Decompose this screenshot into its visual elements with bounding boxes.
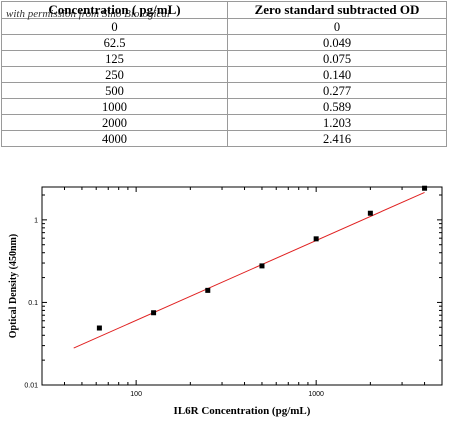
table-row: 1000 0.589 (1, 98, 447, 115)
concentration-header-label: Concentration ( pg/mL) (48, 2, 181, 17)
concentration-cell: 500 (1, 82, 228, 99)
fit-line (73, 191, 425, 349)
data-point (259, 263, 265, 269)
od-cell: 0 (227, 18, 447, 35)
od-cell: 0.277 (227, 82, 447, 99)
x-tick-label: 100 (130, 391, 142, 398)
concentration-cell: 62.5 (1, 34, 228, 51)
fit-layer (73, 191, 425, 349)
y-tick-label: 0.1 (28, 300, 38, 307)
od-cell: 0.075 (227, 50, 447, 67)
data-point (367, 210, 373, 216)
y-axis-label: Optical Density (450nm) (8, 234, 19, 338)
od-cell: 2.416 (227, 130, 447, 147)
standard-curve-table: with permission from Sino Biological Con… (1, 1, 447, 147)
x-axis-label: IL6R Concentration (pg/mL) (174, 405, 311, 417)
concentration-cell: 4000 (1, 130, 228, 147)
data-point (205, 287, 211, 293)
concentration-cell: 0 (1, 18, 228, 35)
od-cell: 0.589 (227, 98, 447, 115)
od-cell: 1.203 (227, 114, 447, 131)
table-row: 500 0.277 (1, 82, 447, 99)
standard-curve-chart: 100 1000 0.01 0.1 1 IL6R Concentration (pg/m… (8, 185, 443, 417)
points-layer (96, 185, 428, 331)
concentration-cell: 2000 (1, 114, 228, 131)
axes-layer: 100 1000 0.01 0.1 1 (24, 187, 442, 398)
data-point (422, 185, 428, 191)
table-row: 4000 2.416 (1, 130, 447, 147)
od-header: Zero standard subtracted OD (227, 1, 447, 19)
y-tick-label: 0.01 (24, 383, 38, 390)
plot-frame (41, 186, 443, 386)
data-point (313, 236, 319, 242)
table-row: 2000 1.203 (1, 114, 447, 131)
concentration-header: with permission from Sino Biological Con… (1, 1, 228, 20)
table-row: 62.5 0.049 (1, 34, 447, 51)
concentration-cell: 250 (1, 66, 228, 83)
x-tick-label: 1000 (308, 391, 324, 398)
y-tick-label: 1 (34, 217, 38, 224)
od-cell: 0.140 (227, 66, 447, 83)
data-point (151, 310, 157, 316)
table-row: 125 0.075 (1, 50, 447, 67)
od-cell: 0.049 (227, 34, 447, 51)
table-row: 250 0.140 (1, 66, 447, 83)
table-row: 0 0 (1, 18, 447, 35)
concentration-cell: 125 (1, 50, 228, 67)
data-point (96, 325, 102, 331)
concentration-cell: 1000 (1, 98, 228, 115)
table-header-row: with permission from Sino Biological Con… (1, 1, 447, 20)
